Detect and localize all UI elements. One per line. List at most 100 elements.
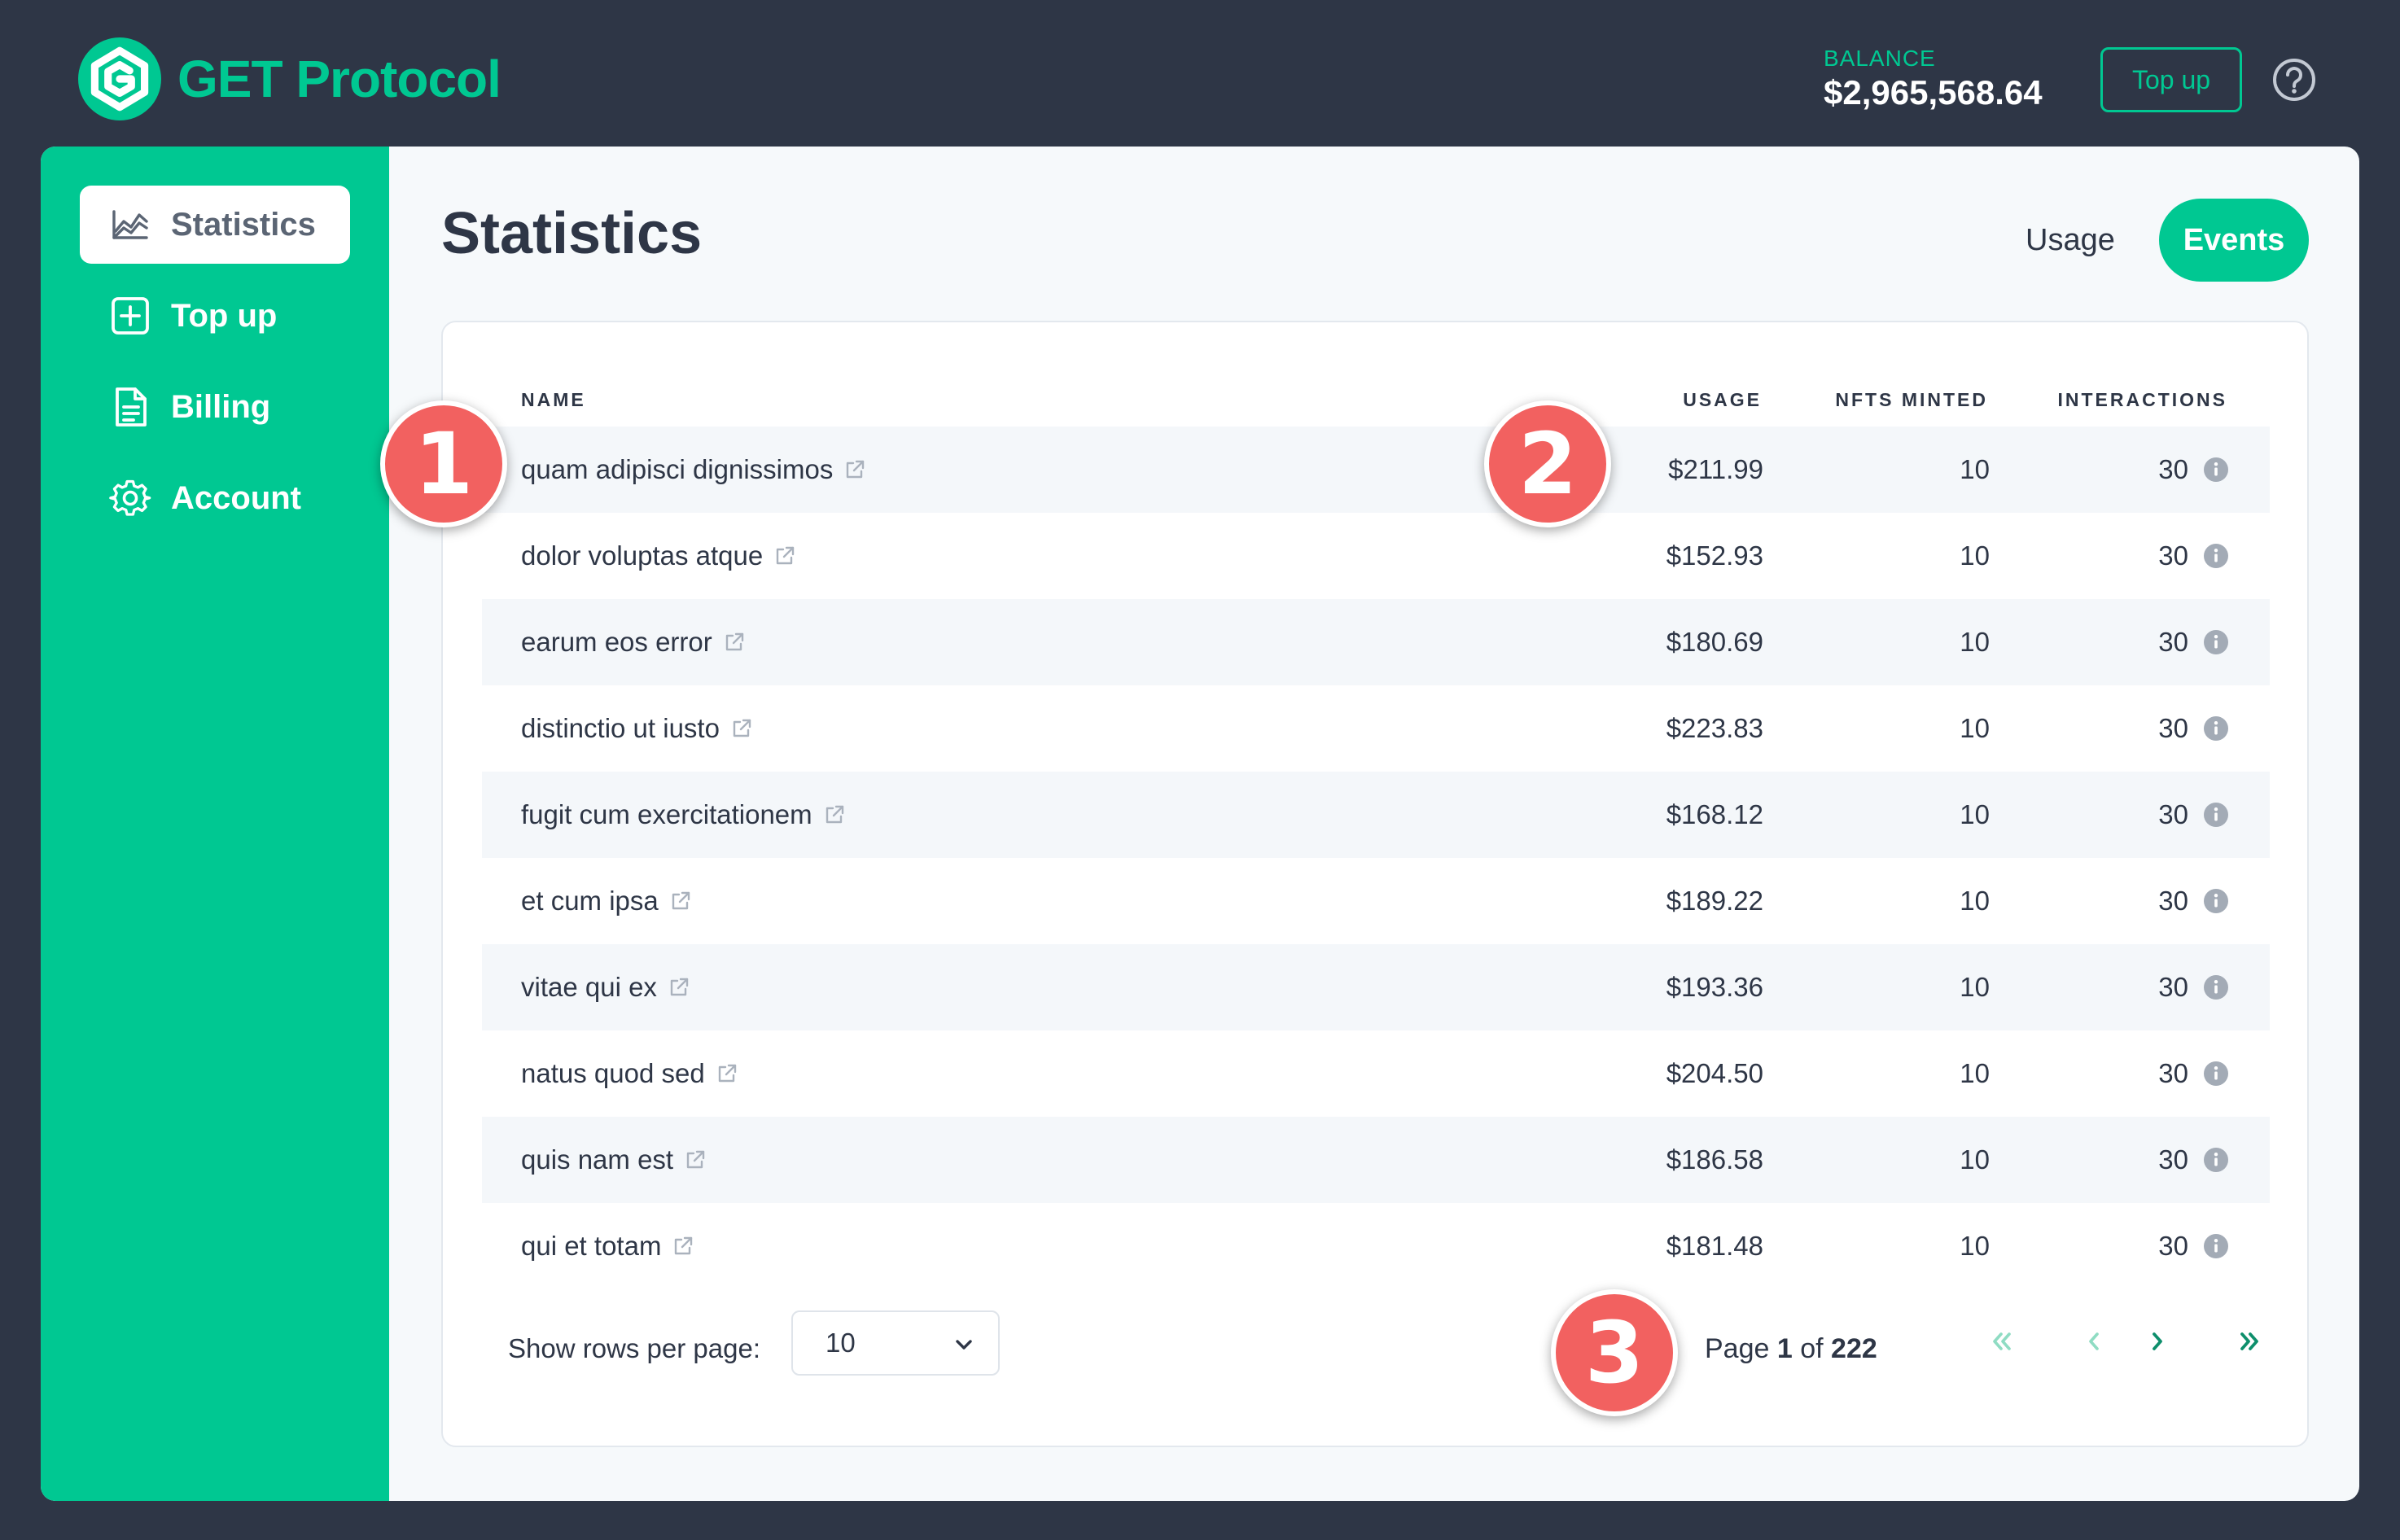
external-link-icon[interactable] <box>773 544 797 568</box>
event-name[interactable]: et cum ipsa <box>521 886 659 916</box>
table-row[interactable]: quam adipisci dignissimos $211.99 10 30 <box>482 427 2270 513</box>
table-row[interactable]: vitae qui ex $193.36 10 30 <box>482 944 2270 1030</box>
interactions-cell: 30 <box>2158 513 2229 599</box>
nfts-minted-cell: 10 <box>1960 1231 1990 1261</box>
usage-cell: $193.36 <box>1666 972 1763 1002</box>
tab-usage[interactable]: Usage <box>2026 223 2115 257</box>
table-row[interactable]: et cum ipsa $189.22 10 30 <box>482 858 2270 944</box>
table-row[interactable]: earum eos error $180.69 10 30 <box>482 599 2270 685</box>
external-link-icon[interactable] <box>683 1148 707 1172</box>
external-link-icon[interactable] <box>729 716 754 741</box>
total-pages: 222 <box>1831 1333 1877 1364</box>
interactions-cell: 30 <box>2158 944 2229 1030</box>
first-page-button[interactable] <box>1978 1317 2027 1366</box>
document-icon <box>116 387 147 427</box>
table-row[interactable]: fugit cum exercitationem $168.12 10 30 <box>482 772 2270 858</box>
brand-name: GET Protocol <box>177 50 501 108</box>
usage-cell: $180.69 <box>1666 627 1763 657</box>
sidebar-item-label: Billing <box>171 388 271 425</box>
sidebar-item-label: Top up <box>171 297 278 334</box>
top-up-button[interactable]: Top up <box>2100 47 2242 112</box>
gear-icon <box>109 479 151 516</box>
info-icon[interactable] <box>2203 629 2229 655</box>
interactions-cell: 30 <box>2158 858 2229 944</box>
interactions-cell: 30 <box>2158 1117 2229 1203</box>
events-table: NAME USAGE NFTS MINTED INTERACTIONS quam… <box>441 321 2309 1447</box>
usage-cell: $189.22 <box>1666 886 1763 916</box>
column-header-name[interactable]: NAME <box>521 389 586 410</box>
info-icon[interactable] <box>2203 1233 2229 1259</box>
table-row[interactable]: natus quod sed $204.50 10 30 <box>482 1030 2270 1117</box>
rows-per-page-select[interactable]: 10 <box>791 1310 1000 1376</box>
info-icon[interactable] <box>2203 543 2229 569</box>
sidebar-item-label: Account <box>171 479 301 516</box>
table-row[interactable]: distinctio ut iusto $223.83 10 30 <box>482 685 2270 772</box>
external-link-icon[interactable] <box>671 1234 695 1258</box>
sidebar-item-label: Statistics <box>171 206 316 243</box>
help-icon[interactable] <box>2271 57 2317 103</box>
event-name[interactable]: fugit cum exercitationem <box>521 799 812 829</box>
sidebar-item-account[interactable]: Account <box>80 459 350 537</box>
interactions-cell: 30 <box>2158 599 2229 685</box>
external-link-icon[interactable] <box>722 630 747 654</box>
info-icon[interactable] <box>2203 802 2229 828</box>
table-row[interactable]: dolor voluptas atque $152.93 10 30 <box>482 513 2270 599</box>
chevron-left-icon <box>2089 1332 2099 1350</box>
sidebar-item-statistics[interactable]: Statistics <box>80 186 350 264</box>
usage-cell: $181.48 <box>1666 1231 1763 1261</box>
next-page-button[interactable] <box>2133 1317 2182 1366</box>
balance-label: BALANCE <box>1824 46 1936 71</box>
event-name[interactable]: vitae qui ex <box>521 972 657 1002</box>
tab-events[interactable]: Events <box>2159 199 2309 282</box>
external-link-icon[interactable] <box>715 1061 739 1086</box>
last-page-button[interactable] <box>2224 1317 2273 1366</box>
info-icon[interactable] <box>2203 1061 2229 1087</box>
interactions-value: 30 <box>2158 1058 2188 1088</box>
brand-logo[interactable]: GET Protocol <box>78 37 501 120</box>
chevron-right-icon <box>2153 1332 2162 1350</box>
column-header-nfts-minted[interactable]: NFTS MINTED <box>1835 389 1988 410</box>
interactions-value: 30 <box>2158 1231 2188 1261</box>
external-link-icon[interactable] <box>822 803 847 827</box>
usage-cell: $204.50 <box>1666 1058 1763 1088</box>
event-name[interactable]: earum eos error <box>521 627 712 657</box>
callout-badge-2: 2 <box>1484 400 1611 527</box>
nfts-minted-cell: 10 <box>1960 454 1990 484</box>
interactions-value: 30 <box>2158 713 2188 743</box>
info-icon[interactable] <box>2203 715 2229 742</box>
usage-cell: $152.93 <box>1666 540 1763 571</box>
column-header-usage[interactable]: USAGE <box>1683 389 1762 410</box>
nfts-minted-cell: 10 <box>1960 540 1990 571</box>
event-name[interactable]: natus quod sed <box>521 1058 705 1088</box>
external-link-icon[interactable] <box>668 889 693 913</box>
sidebar-item-top-up[interactable]: Top up <box>80 277 350 355</box>
nfts-minted-cell: 10 <box>1960 1058 1990 1088</box>
event-name-cell: distinctio ut iusto <box>521 685 754 772</box>
callout-badge-1: 1 <box>380 400 507 527</box>
usage-cell: $211.99 <box>1668 454 1763 484</box>
info-icon[interactable] <box>2203 457 2229 483</box>
info-icon[interactable] <box>2203 1147 2229 1173</box>
event-name-cell: earum eos error <box>521 599 747 685</box>
external-link-icon[interactable] <box>843 457 867 482</box>
chart-icon <box>112 210 148 239</box>
event-name[interactable]: dolor voluptas atque <box>521 540 764 571</box>
previous-page-button[interactable] <box>2069 1317 2118 1366</box>
double-chevron-left-icon <box>1993 1332 2011 1350</box>
interactions-value: 30 <box>2158 454 2188 484</box>
table-row[interactable]: qui et totam $181.48 10 30 <box>482 1203 2270 1289</box>
event-name[interactable]: quam adipisci dignissimos <box>521 454 834 484</box>
event-name[interactable]: qui et totam <box>521 1231 662 1261</box>
sidebar-item-billing[interactable]: Billing <box>80 368 350 446</box>
info-icon[interactable] <box>2203 888 2229 914</box>
event-name-cell: quis nam est <box>521 1117 707 1203</box>
table-row[interactable]: quis nam est $186.58 10 30 <box>482 1117 2270 1203</box>
column-header-interactions[interactable]: INTERACTIONS <box>2057 389 2227 410</box>
page-word: Page <box>1705 1333 1770 1364</box>
info-icon[interactable] <box>2203 974 2229 1000</box>
plus-square-icon <box>112 297 149 335</box>
event-name[interactable]: quis nam est <box>521 1144 674 1175</box>
event-name[interactable]: distinctio ut iusto <box>521 713 720 743</box>
interactions-value: 30 <box>2158 627 2188 657</box>
external-link-icon[interactable] <box>667 975 691 1000</box>
